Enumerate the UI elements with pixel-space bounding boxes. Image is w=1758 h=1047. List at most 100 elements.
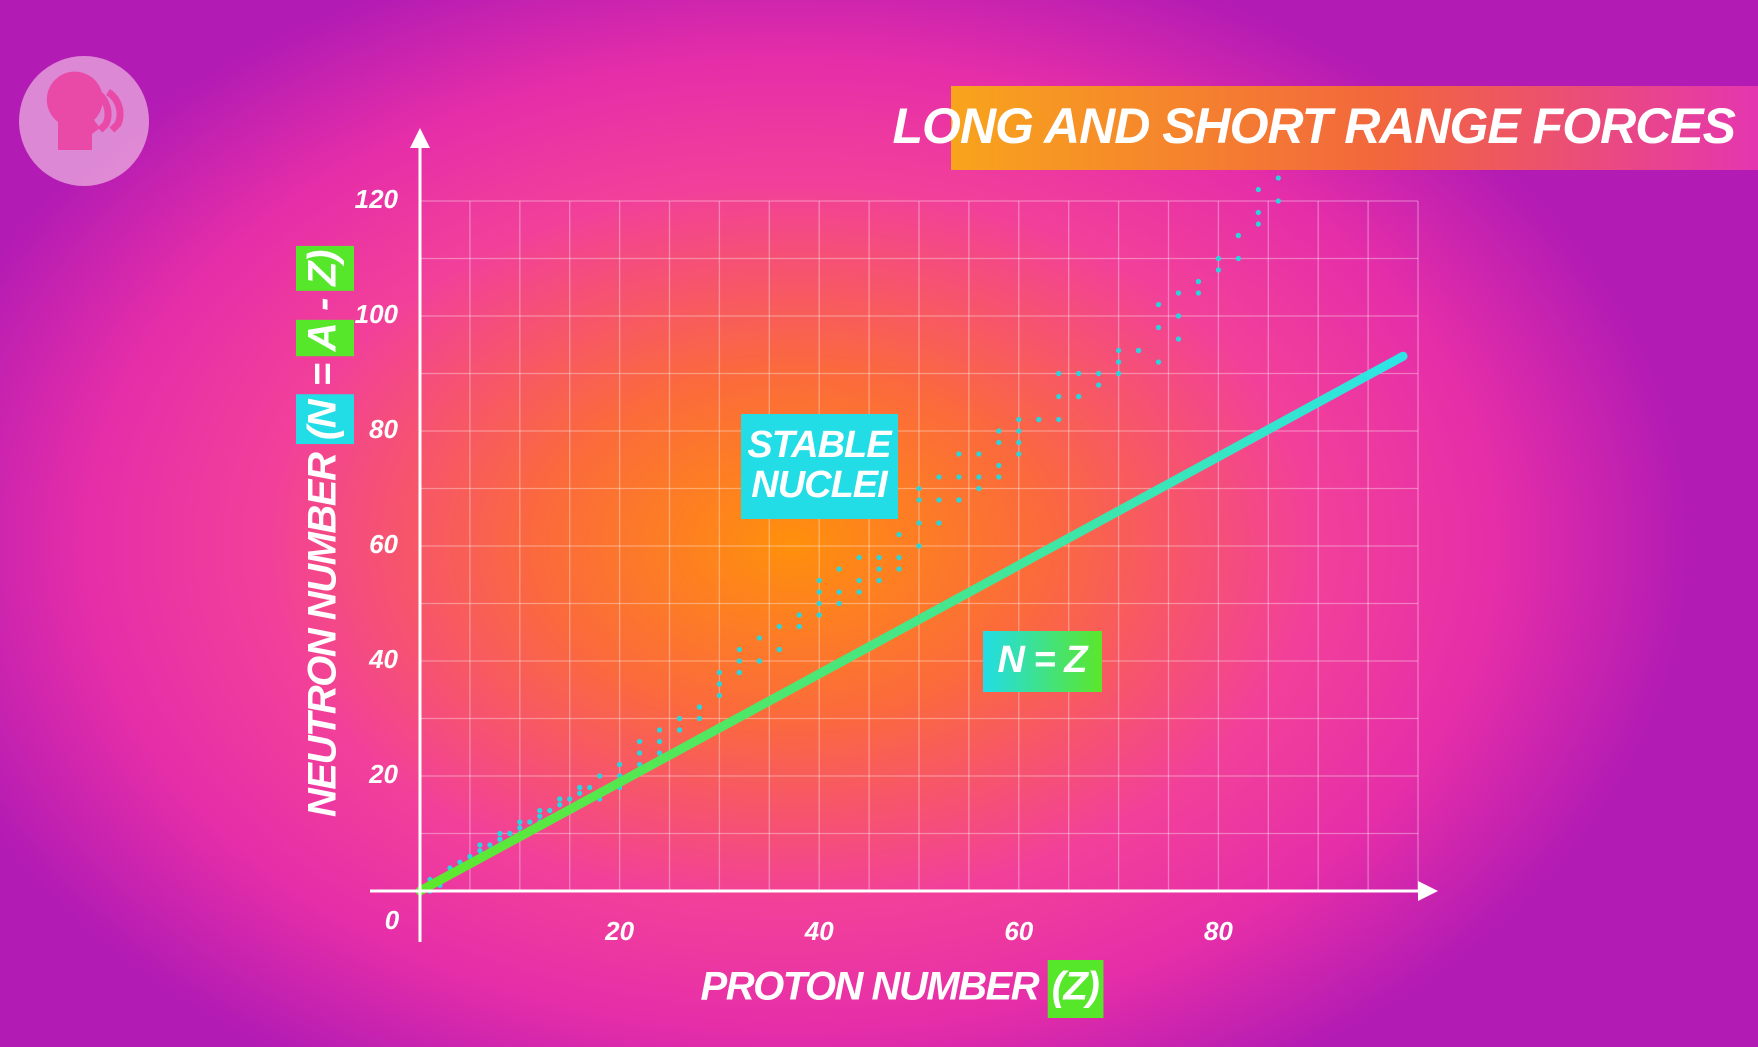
point bbox=[477, 842, 483, 848]
point bbox=[1195, 290, 1202, 296]
axis-label-part: A bbox=[301, 324, 345, 352]
point bbox=[567, 796, 573, 802]
point bbox=[1235, 232, 1241, 239]
point bbox=[587, 784, 593, 791]
y-tick-label: 120 bbox=[355, 184, 399, 214]
point bbox=[696, 715, 703, 722]
title-banner bbox=[951, 86, 1758, 170]
annotation: NUCLEI bbox=[751, 464, 889, 506]
point bbox=[1215, 255, 1221, 262]
point bbox=[716, 669, 723, 676]
point bbox=[577, 784, 583, 791]
point bbox=[836, 600, 842, 607]
axis-label-part: PROTON NUMBER bbox=[701, 965, 1040, 1009]
point bbox=[1016, 428, 1022, 434]
point bbox=[1175, 290, 1182, 296]
point bbox=[617, 761, 623, 768]
point bbox=[776, 646, 782, 653]
point bbox=[956, 497, 962, 503]
point bbox=[557, 802, 563, 808]
point bbox=[836, 566, 842, 572]
point bbox=[1116, 359, 1122, 365]
x-tick-label: 80 bbox=[1204, 916, 1233, 946]
point bbox=[1155, 359, 1162, 365]
point bbox=[487, 842, 493, 848]
chart-title: LONG AND SHORT RANGE FORCES bbox=[893, 98, 1736, 154]
point bbox=[1116, 347, 1122, 354]
stable-annotation: STABLE NUCLEI bbox=[741, 414, 898, 519]
point bbox=[547, 807, 553, 814]
point bbox=[477, 848, 483, 854]
point bbox=[856, 577, 862, 584]
point bbox=[996, 474, 1002, 480]
point bbox=[1235, 255, 1241, 262]
point bbox=[1275, 175, 1281, 181]
point bbox=[896, 566, 902, 572]
point bbox=[636, 750, 643, 756]
point bbox=[736, 658, 742, 664]
point bbox=[816, 577, 822, 584]
point bbox=[636, 738, 643, 745]
origin-label: 0 bbox=[385, 905, 400, 935]
axis-label-part: = bbox=[301, 363, 345, 386]
point bbox=[676, 715, 683, 722]
point bbox=[936, 474, 942, 480]
axis-label-part: (Z) bbox=[1052, 965, 1100, 1009]
point bbox=[1155, 324, 1162, 331]
point bbox=[517, 819, 523, 825]
grid bbox=[420, 200, 1419, 891]
point bbox=[1016, 416, 1022, 423]
x-tick-label: 60 bbox=[1004, 916, 1033, 946]
point bbox=[856, 554, 862, 561]
point bbox=[776, 623, 782, 630]
label-box bbox=[1047, 960, 1104, 1018]
point bbox=[916, 543, 922, 549]
point bbox=[756, 658, 762, 664]
y-tick-label: 40 bbox=[368, 644, 398, 674]
y-tick-label: 20 bbox=[368, 759, 398, 789]
label-box bbox=[296, 319, 354, 357]
point bbox=[736, 646, 742, 653]
logo bbox=[19, 56, 149, 186]
point bbox=[876, 554, 882, 561]
line-annotation: N = Z bbox=[983, 631, 1102, 692]
y-tick-label: 60 bbox=[369, 529, 398, 559]
point bbox=[1056, 416, 1062, 423]
point bbox=[756, 635, 762, 641]
point bbox=[996, 428, 1002, 434]
point bbox=[876, 566, 882, 572]
point bbox=[816, 600, 822, 607]
point bbox=[896, 554, 902, 561]
point bbox=[537, 813, 543, 819]
point bbox=[507, 830, 513, 837]
point bbox=[497, 830, 503, 837]
point bbox=[527, 819, 533, 825]
point bbox=[537, 807, 543, 814]
point bbox=[467, 853, 473, 860]
point bbox=[796, 612, 802, 618]
label-box bbox=[296, 245, 354, 291]
y-tick-label: 100 bbox=[355, 299, 399, 329]
point bbox=[936, 520, 942, 526]
point bbox=[996, 462, 1002, 469]
point bbox=[816, 612, 822, 618]
point bbox=[936, 497, 942, 503]
point bbox=[836, 589, 842, 595]
point bbox=[996, 439, 1002, 446]
y-axis-label: NEUTRON NUMBER (N = A - Z) bbox=[296, 245, 354, 817]
point bbox=[716, 681, 723, 687]
axes bbox=[370, 128, 1438, 942]
axis-label-part: Z) bbox=[301, 250, 345, 287]
point bbox=[976, 474, 982, 480]
point bbox=[497, 836, 503, 842]
point bbox=[696, 704, 703, 710]
point bbox=[517, 825, 523, 831]
point bbox=[956, 474, 962, 480]
point bbox=[577, 790, 583, 796]
point bbox=[1076, 393, 1082, 400]
annotation: N = Z bbox=[998, 639, 1090, 681]
point bbox=[876, 577, 882, 584]
point bbox=[716, 692, 723, 699]
point bbox=[1255, 221, 1261, 227]
